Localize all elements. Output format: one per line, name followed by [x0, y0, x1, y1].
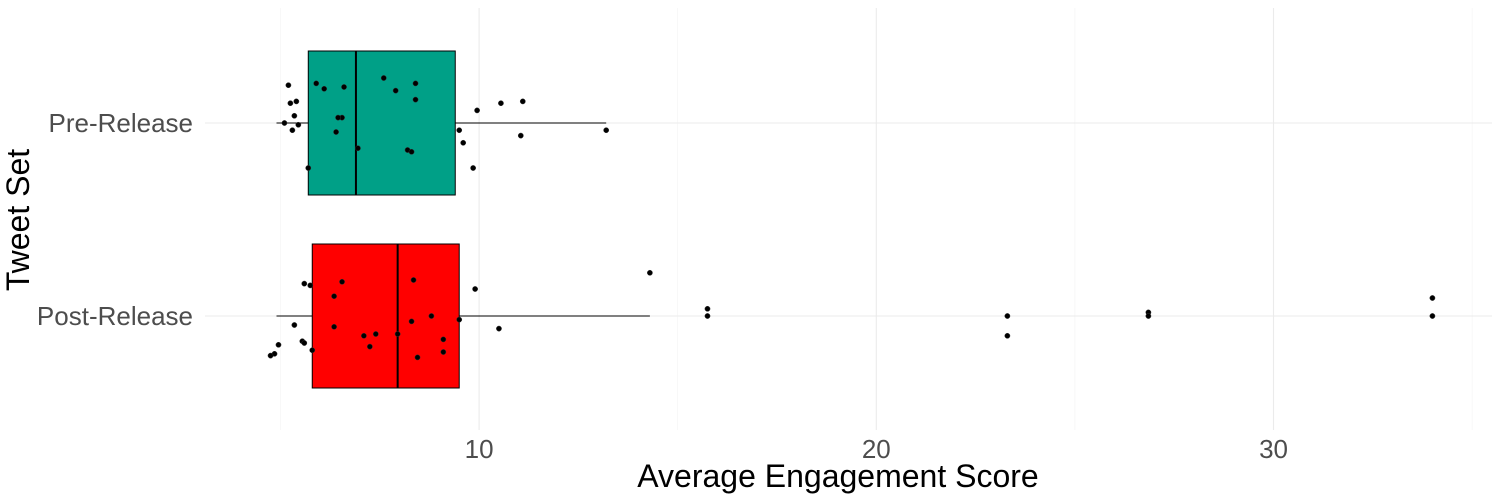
y-tick-label: Pre-Release: [48, 108, 193, 138]
data-point: [313, 80, 320, 87]
data-point: [603, 127, 610, 134]
data-point: [519, 98, 526, 105]
data-point: [285, 82, 292, 89]
data-point: [1429, 295, 1436, 301]
data-point: [267, 352, 274, 359]
data-point: [295, 121, 302, 128]
data-point: [339, 278, 345, 285]
data-point: [428, 313, 435, 319]
data-point: [287, 100, 294, 107]
data-point: [647, 269, 653, 276]
data-point: [1145, 313, 1152, 319]
x-tick-label: 30: [1259, 434, 1288, 464]
boxes: [276, 50, 650, 389]
data-point: [704, 305, 711, 312]
data-point: [380, 75, 387, 81]
data-point: [275, 341, 282, 348]
x-tick-label: 10: [465, 434, 494, 464]
box-pre-release: [307, 50, 456, 196]
data-point: [704, 313, 711, 319]
data-point: [517, 132, 524, 139]
data-point: [366, 343, 373, 350]
data-point: [474, 107, 480, 114]
data-point: [412, 96, 419, 103]
data-point: [341, 84, 347, 90]
data-point: [361, 332, 367, 339]
data-point: [440, 336, 447, 343]
data-point: [472, 286, 478, 292]
data-point: [335, 114, 341, 121]
x-tick-label: 20: [862, 434, 891, 464]
y-axis-title: Tweet Set: [0, 149, 36, 291]
data-point: [1004, 332, 1011, 339]
data-point: [460, 139, 467, 146]
data-point: [293, 98, 300, 105]
data-point: [394, 331, 401, 337]
data-point: [333, 129, 339, 135]
data-point: [414, 354, 421, 361]
data-point: [1429, 313, 1436, 319]
data-point: [281, 120, 288, 126]
data-point: [289, 127, 296, 134]
data-point: [355, 145, 361, 152]
data-point: [331, 323, 337, 330]
data-point: [305, 165, 312, 171]
data-point: [372, 331, 379, 337]
x-axis-title: Average Engagement Score: [637, 458, 1038, 494]
jitter-points: [267, 75, 1436, 361]
data-point: [392, 87, 399, 94]
data-point: [456, 127, 463, 134]
data-point: [301, 340, 308, 346]
data-point: [408, 318, 415, 325]
data-point: [1004, 313, 1011, 319]
y-tick-label: Post-Release: [37, 301, 193, 331]
tick-labels: 10 20 30 Pre-Release Post-Release: [37, 108, 1288, 464]
box-post-release: [311, 243, 460, 389]
data-point: [412, 80, 419, 87]
data-point: [470, 165, 476, 171]
data-point: [498, 100, 504, 107]
data-point: [456, 316, 463, 323]
data-point: [307, 282, 314, 289]
data-point: [291, 112, 298, 119]
data-point: [410, 277, 417, 283]
data-point: [291, 322, 298, 328]
data-point: [331, 293, 337, 300]
grid: [205, 8, 1492, 430]
data-point: [321, 85, 328, 92]
data-point: [440, 349, 447, 355]
data-point: [408, 148, 415, 155]
data-point: [309, 347, 316, 354]
data-point: [496, 325, 502, 332]
data-point: [301, 280, 308, 287]
